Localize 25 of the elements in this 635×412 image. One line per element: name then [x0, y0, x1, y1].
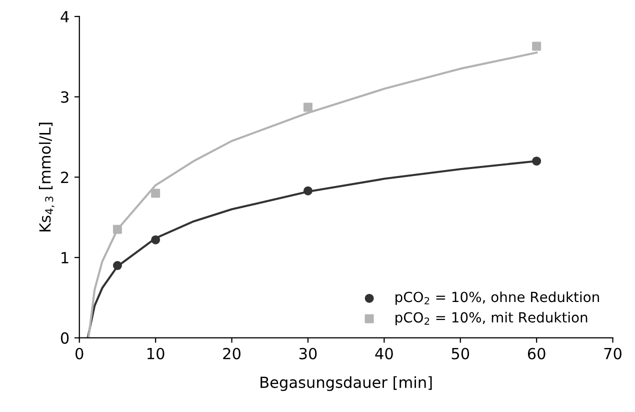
y-tick-label: 0: [60, 332, 69, 344]
y-tick-label: 3: [61, 91, 68, 103]
point: [303, 186, 312, 196]
x-tick-label: 50: [452, 348, 470, 360]
x-tick-label: 60: [528, 348, 546, 360]
legend-label: pCO$_{2}$ = 10%, ohne Reduktion: [396, 291, 599, 305]
y-tick-label: 1: [62, 252, 68, 264]
point: [112, 261, 122, 270]
y-tick-label: 4: [60, 11, 69, 22]
x-tick-label: 20: [223, 348, 240, 360]
point: [112, 224, 122, 234]
x-tick-label: 0: [76, 348, 84, 360]
x-tick-label: 40: [375, 348, 393, 360]
x-tick-label: 70: [604, 348, 622, 360]
x-tick-label: 30: [299, 348, 317, 360]
x-tick-label: 10: [148, 348, 164, 360]
legend-label: pCO$_{2}$ = 10%, mit Reduktion: [396, 312, 588, 326]
y-tick-label: 2: [61, 172, 68, 183]
point: [532, 42, 542, 51]
point: [151, 188, 160, 198]
point: [532, 156, 542, 166]
point: [151, 235, 160, 244]
point: [303, 102, 312, 112]
x-axis-title: Begasungsdauer [min]: [260, 376, 432, 392]
y-axis-title: Ks$_{4,3}$ [mmol/L]: [38, 122, 54, 232]
